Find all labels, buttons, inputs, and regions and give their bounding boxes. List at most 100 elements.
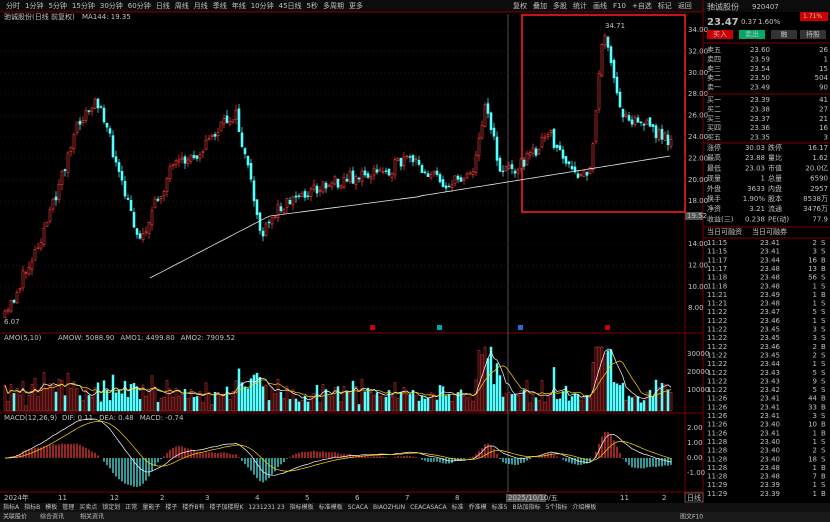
indicator-tab[interactable]: SCACA (348, 504, 369, 511)
candle-body (96, 98, 100, 109)
volume-bar (357, 404, 361, 412)
volume-bar (27, 394, 31, 412)
action-button-label[interactable]: 融 (781, 30, 788, 39)
candle-body (636, 117, 640, 123)
candle-body (444, 185, 448, 189)
indicator-tab[interactable]: BIAOZHUN (373, 504, 405, 511)
status-item[interactable]: 关联股价 (3, 513, 27, 521)
indicator-tab[interactable]: 乔准模 (469, 503, 487, 511)
tick-side: S (821, 308, 826, 316)
indicator-tab[interactable]: 指标B (24, 503, 40, 511)
period-tab[interactable]: 5分钟 (48, 1, 66, 10)
indicator-tab[interactable]: CEACASACA (410, 504, 447, 511)
tool-button[interactable]: 标记 (658, 1, 672, 10)
candle-body (54, 196, 58, 201)
candle-body (111, 135, 115, 158)
action-button[interactable] (771, 30, 797, 39)
volume-bar (666, 389, 670, 412)
indicator-tab[interactable]: 楼乔B有 (182, 503, 204, 511)
stat-label: 最低 (707, 163, 721, 172)
period-tab[interactable]: 10分钟 (251, 1, 274, 10)
indicator-tab[interactable]: 1231231 23 (248, 504, 284, 511)
tick-price: 23.40 (760, 438, 780, 446)
tool-button[interactable]: 返回 (678, 2, 692, 10)
tool-button[interactable]: 多股 (553, 1, 567, 10)
indicator-tab[interactable]: 介绍模板 (572, 503, 596, 511)
status-item[interactable]: 综合资讯 (40, 513, 64, 521)
action-button-label[interactable]: 卖出 (745, 30, 759, 39)
book-label: 买三 (707, 115, 721, 123)
period-tab[interactable]: 日线 (156, 1, 170, 10)
tick-time: 11:26 (707, 421, 728, 429)
candle-body (408, 156, 412, 158)
volume-bar (372, 395, 376, 412)
indicator-tab[interactable]: 指标A (3, 503, 20, 511)
indicator-tab[interactable]: 标准 (452, 503, 464, 511)
date-label: 3 (205, 494, 209, 502)
period-tab[interactable]: 45日线 (279, 1, 302, 10)
indicator-tab[interactable]: 标准5 (492, 503, 508, 511)
volume-bar (663, 383, 667, 412)
period-tab[interactable]: 周线 (175, 1, 189, 10)
stat-label: 量比 (768, 153, 782, 162)
status-item[interactable]: 相关资讯 (80, 513, 104, 521)
book-price: 23.35 (750, 134, 770, 142)
tick-time: 11:22 (707, 377, 727, 385)
indicator-tab[interactable]: B站加指标 (512, 503, 540, 511)
indicator-tab[interactable]: 楼子 (165, 503, 177, 511)
indicator-tab[interactable]: 5个指标 (546, 503, 568, 511)
candle-body (141, 233, 145, 241)
period-tab[interactable]: 更多 (349, 1, 363, 10)
volume-bar (558, 398, 562, 412)
candle-body (411, 155, 415, 163)
indicator-tab[interactable]: 量能子 (142, 503, 160, 511)
action-button[interactable] (800, 30, 826, 39)
period-tab[interactable]: 60分钟 (128, 1, 151, 10)
tick-price: 23.46 (760, 343, 781, 351)
candle-body (231, 119, 235, 123)
period-tab[interactable]: 30分钟 (100, 1, 123, 10)
period-tab[interactable]: 月线 (194, 1, 208, 10)
status-item[interactable]: 图文F10 (680, 513, 703, 521)
stat-value: 3633 (747, 185, 765, 193)
indicator-tab[interactable]: 锁定划 (102, 503, 120, 511)
action-button[interactable] (707, 30, 733, 39)
indicator-tab[interactable]: 标准模板 (319, 503, 343, 511)
action-button[interactable] (739, 30, 765, 39)
period-tab[interactable]: 多周期 (323, 1, 344, 10)
period-tab[interactable]: 季线 (213, 1, 227, 10)
indicator-tab[interactable]: 楼子加楼程K (209, 503, 244, 511)
amo-axis-label: 20000 (687, 368, 709, 376)
tool-button[interactable]: 统计 (573, 1, 587, 10)
period-tab[interactable]: 5秒 (307, 1, 318, 10)
indicator-tab[interactable]: 买卖点 (79, 503, 97, 511)
candle-body (522, 159, 526, 167)
indicator-tab[interactable]: 管理 (62, 503, 74, 511)
volume-bar (411, 389, 415, 412)
tick-price: 23.45 (760, 334, 780, 342)
action-button-label[interactable]: 买入 (713, 31, 727, 39)
period-tab[interactable]: 年线 (232, 1, 246, 10)
period-tab[interactable]: 1分钟 (25, 1, 43, 10)
tool-button[interactable]: +自选 (632, 1, 652, 10)
stat-label: 市值 (768, 163, 782, 172)
period-tab[interactable]: 15分钟 (72, 1, 95, 10)
stat-label: 外盘 (707, 184, 721, 193)
indicator-tab[interactable]: 模板 (45, 503, 57, 511)
indicator-tab[interactable]: 正常 (125, 503, 137, 511)
action-button-label[interactable]: 持股 (806, 30, 820, 39)
candle-body (129, 199, 133, 212)
indicator-tab[interactable]: 指标模板 (290, 503, 314, 511)
candle-body (561, 149, 565, 159)
tool-button[interactable]: 叠加 (533, 1, 547, 10)
volume-bar (243, 386, 247, 412)
tool-button[interactable]: 画线 (593, 1, 607, 10)
tool-button[interactable]: F10 (613, 2, 626, 10)
period-tab[interactable]: 分时 (6, 1, 20, 10)
dea-line (5, 420, 672, 472)
candle-body (189, 154, 193, 162)
candle-body (267, 221, 271, 224)
volume-bar (69, 388, 73, 412)
candle-body (423, 171, 427, 174)
tool-button[interactable]: 复权 (513, 1, 527, 10)
